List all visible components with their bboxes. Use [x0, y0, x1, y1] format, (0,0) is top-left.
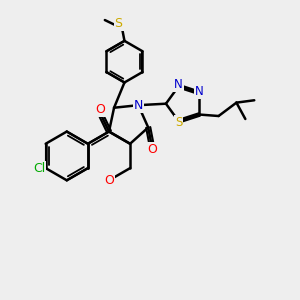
Text: O: O [148, 143, 158, 156]
Text: S: S [115, 16, 122, 29]
Text: N: N [174, 78, 183, 91]
Text: Cl: Cl [33, 162, 45, 175]
Text: N: N [134, 99, 143, 112]
Text: O: O [104, 174, 114, 187]
Text: O: O [95, 103, 105, 116]
Text: S: S [175, 116, 182, 129]
Text: N: N [195, 85, 204, 98]
